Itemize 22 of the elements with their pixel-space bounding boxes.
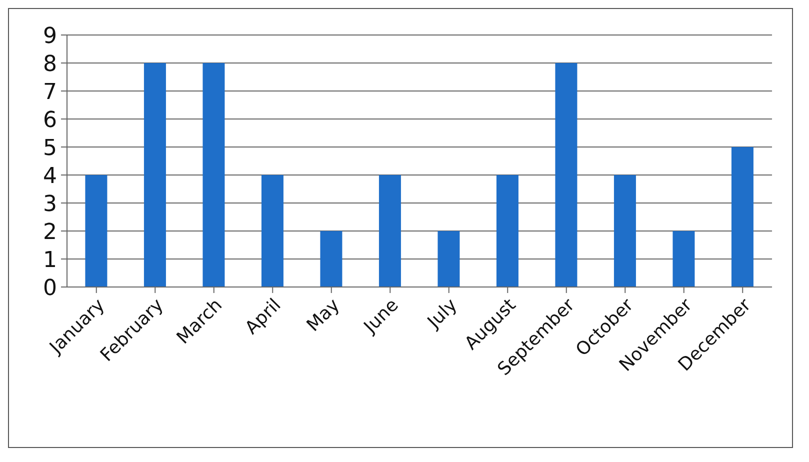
bar bbox=[144, 63, 166, 287]
y-tick-label: 4 bbox=[43, 164, 57, 189]
bar bbox=[85, 175, 108, 287]
y-tick-label: 1 bbox=[43, 248, 57, 273]
y-tick-label: 3 bbox=[43, 192, 57, 217]
bar bbox=[202, 63, 225, 287]
bar bbox=[320, 231, 342, 287]
bar bbox=[496, 175, 518, 287]
y-tick-label: 0 bbox=[43, 276, 57, 301]
y-tick-label: 5 bbox=[43, 136, 57, 161]
y-tick-label: 7 bbox=[43, 80, 57, 105]
y-tick-label: 6 bbox=[43, 108, 57, 133]
y-tick-label: 9 bbox=[43, 24, 57, 49]
y-tick-label: 8 bbox=[43, 52, 57, 77]
bar bbox=[731, 147, 754, 287]
bar bbox=[555, 63, 578, 287]
bar bbox=[378, 175, 401, 287]
bar bbox=[614, 175, 636, 287]
y-tick-label: 2 bbox=[43, 220, 57, 245]
bar bbox=[261, 175, 284, 287]
bar bbox=[438, 231, 460, 287]
bar bbox=[672, 231, 695, 287]
